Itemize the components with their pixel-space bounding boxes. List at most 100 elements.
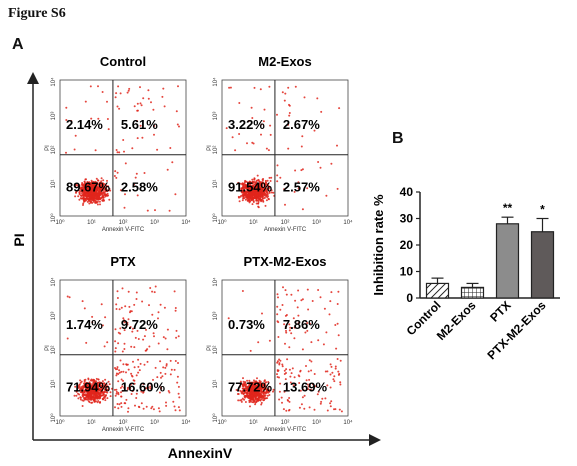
event-dot xyxy=(320,400,323,403)
event-dot xyxy=(83,180,86,183)
event-dot xyxy=(117,85,120,88)
event-dot xyxy=(257,200,260,203)
event-dot xyxy=(169,359,172,362)
event-dot xyxy=(102,194,105,196)
event-dot xyxy=(96,189,99,192)
event-dot xyxy=(167,390,170,392)
event-dot xyxy=(317,339,320,342)
event-dot xyxy=(301,135,304,138)
event-dot xyxy=(83,192,86,195)
event-dot xyxy=(338,107,341,110)
event-dot xyxy=(108,187,111,190)
event-dot xyxy=(132,360,134,363)
event-dot xyxy=(146,360,149,363)
event-dot xyxy=(321,397,324,400)
event-dot xyxy=(288,400,291,403)
event-dot xyxy=(299,369,302,372)
event-dot xyxy=(122,139,125,141)
event-dot xyxy=(254,193,257,196)
event-dot xyxy=(252,401,255,404)
y-tick-label: 10² xyxy=(213,146,219,155)
event-dot xyxy=(81,188,84,191)
event-dot xyxy=(153,124,156,127)
event-dot xyxy=(317,289,320,291)
event-dot xyxy=(123,206,126,209)
event-dot xyxy=(329,373,332,376)
event-dot xyxy=(116,403,119,405)
x-tick-label: 10⁴ xyxy=(343,419,353,426)
event-dot xyxy=(96,200,99,203)
event-dot xyxy=(165,401,167,404)
event-dot xyxy=(281,365,284,368)
event-dot xyxy=(250,191,253,193)
y-tick-label: 10¹ xyxy=(213,380,219,389)
event-dot xyxy=(300,145,303,148)
event-dot xyxy=(154,209,156,212)
event-dot xyxy=(73,394,76,397)
quadrant-lower-left-value: 89.67% xyxy=(66,180,111,195)
event-dot xyxy=(266,183,269,186)
event-dot xyxy=(135,298,138,300)
event-dot xyxy=(278,376,280,379)
event-dot xyxy=(74,195,77,198)
event-dot xyxy=(124,305,127,308)
event-dot xyxy=(157,407,160,410)
event-dot xyxy=(277,321,280,324)
event-dot xyxy=(100,191,103,194)
y-tick-label: 10³ xyxy=(213,112,219,121)
event-dot xyxy=(282,286,284,289)
event-dot xyxy=(297,374,300,377)
event-dot xyxy=(119,189,122,192)
event-dot xyxy=(245,180,248,183)
event-dot xyxy=(229,86,232,89)
event-dot xyxy=(97,117,100,120)
event-dot xyxy=(75,191,78,194)
event-dot xyxy=(102,398,104,401)
event-dot xyxy=(119,332,122,335)
event-dot xyxy=(294,169,297,172)
event-dot xyxy=(178,125,180,128)
x-tick-label: 10⁰ xyxy=(55,219,65,226)
event-dot xyxy=(93,191,96,194)
plot-y-label: PI xyxy=(207,345,213,351)
plot-frame xyxy=(221,79,349,217)
plot-frame xyxy=(221,279,349,417)
quadrant-upper-left-value: 0.73% xyxy=(228,317,265,332)
event-dot xyxy=(284,342,286,345)
event-dot xyxy=(106,189,109,192)
event-dot xyxy=(99,203,101,206)
event-dot xyxy=(308,406,311,409)
event-dot xyxy=(301,168,304,171)
event-dot xyxy=(253,86,256,89)
event-dot xyxy=(163,105,166,108)
event-dot xyxy=(165,363,168,366)
x-tick-label: 10⁰ xyxy=(217,219,227,226)
event-dot xyxy=(282,408,285,411)
event-dot xyxy=(251,203,254,206)
event-dot xyxy=(66,295,69,298)
event-dot xyxy=(81,300,84,303)
event-dot xyxy=(243,394,246,397)
event-dot xyxy=(251,198,254,201)
event-dot xyxy=(300,403,303,406)
event-dot xyxy=(66,337,69,340)
y-tick-label: 10¹ xyxy=(51,180,57,189)
y-tick-label: 10³ xyxy=(213,312,219,321)
event-dot xyxy=(329,300,332,303)
event-dot xyxy=(133,105,136,108)
event-dot xyxy=(109,395,112,398)
event-dot xyxy=(319,402,322,405)
y-tick-label: 10³ xyxy=(51,312,57,321)
event-dot xyxy=(101,184,104,187)
event-dot xyxy=(125,398,128,401)
event-dot xyxy=(176,381,179,384)
event-dot xyxy=(115,368,117,371)
event-dot xyxy=(117,342,120,345)
panel-a-label: A xyxy=(12,36,24,53)
event-dot xyxy=(88,192,91,195)
event-dot xyxy=(94,180,97,183)
plot-frame xyxy=(59,79,187,217)
event-dot xyxy=(80,195,83,197)
event-dot xyxy=(249,181,252,184)
event-dot xyxy=(116,366,119,369)
